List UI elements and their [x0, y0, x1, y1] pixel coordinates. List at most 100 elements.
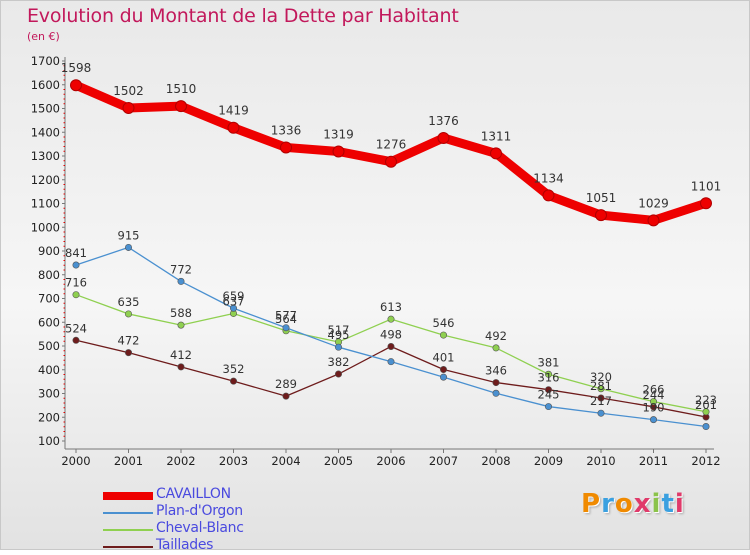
data-label: 588	[170, 306, 192, 320]
data-label: 635	[118, 295, 140, 309]
data-point	[544, 370, 552, 378]
x-tick-label: 2009	[534, 454, 563, 468]
data-label: 1134	[533, 171, 564, 185]
y-tick-label: 800	[38, 268, 60, 282]
data-point	[597, 409, 605, 417]
y-tick-label: 1500	[31, 102, 60, 116]
data-point	[542, 189, 555, 202]
data-label: 1598	[61, 61, 92, 75]
data-label: 245	[538, 388, 560, 402]
data-label: 1419	[218, 104, 249, 118]
legend-item: Plan-d'Orgon	[103, 503, 343, 521]
data-point	[177, 363, 185, 371]
x-tick-label: 2001	[114, 454, 143, 468]
y-tick-label: 1600	[31, 78, 60, 92]
data-label: 352	[223, 362, 245, 376]
data-label: 281	[590, 379, 612, 393]
data-point	[282, 392, 290, 400]
data-label: 289	[275, 377, 297, 391]
data-label: 472	[118, 334, 140, 348]
logo-letter: P	[581, 489, 602, 519]
data-point	[492, 379, 500, 387]
data-point	[647, 214, 660, 227]
data-point	[492, 344, 500, 352]
data-point	[125, 349, 133, 357]
x-tick-label: 2004	[271, 454, 300, 468]
data-point	[230, 377, 238, 385]
data-point	[649, 416, 657, 424]
data-point	[649, 398, 657, 406]
y-tick-label: 900	[38, 244, 60, 258]
data-point	[125, 310, 133, 318]
data-point	[597, 394, 605, 402]
data-point	[177, 321, 185, 329]
data-point	[282, 324, 290, 332]
data-label: 915	[118, 228, 140, 242]
data-label: 1101	[691, 179, 722, 193]
legend-swatch	[103, 512, 153, 514]
data-point	[230, 304, 238, 312]
data-label: 1029	[638, 196, 669, 210]
x-tick-label: 2002	[166, 454, 195, 468]
legend-label: Cheval-Blanc	[156, 520, 244, 536]
legend-swatch	[103, 546, 153, 548]
y-tick-label: 1100	[31, 197, 60, 211]
x-tick-label: 2003	[219, 454, 248, 468]
data-point	[387, 342, 395, 350]
data-label: 217	[590, 394, 612, 408]
data-point	[700, 197, 712, 210]
data-point	[70, 79, 82, 92]
data-label: 1319	[323, 127, 354, 141]
data-point	[280, 141, 292, 154]
data-label: 498	[380, 327, 402, 341]
data-label: 841	[65, 246, 87, 260]
legend-label: Taillades	[156, 537, 214, 553]
data-point	[72, 291, 80, 299]
data-point	[437, 131, 450, 144]
data-point	[332, 145, 345, 158]
data-label: 1510	[166, 82, 197, 96]
y-tick-label: 1200	[31, 173, 60, 187]
legend-label: CAVAILLON	[156, 486, 231, 502]
data-label: 201	[695, 398, 717, 412]
data-label: 223	[695, 393, 717, 407]
data-label: 382	[328, 355, 350, 369]
y-tick-label: 200	[38, 410, 60, 424]
data-point	[385, 155, 397, 168]
data-label: 381	[538, 355, 560, 369]
legend-item: CAVAILLON	[103, 486, 343, 504]
data-point	[439, 373, 447, 381]
x-tick-label: 2005	[324, 454, 353, 468]
data-label: 577	[275, 309, 297, 323]
data-point	[702, 408, 710, 416]
data-label: 716	[65, 276, 87, 290]
data-label: 1051	[586, 191, 617, 205]
logo-letter: i	[674, 489, 685, 519]
data-point	[490, 147, 502, 160]
data-point	[72, 336, 80, 344]
logo-letter: o	[614, 489, 634, 519]
y-tick-label: 400	[38, 363, 60, 377]
chart-title: Evolution du Montant de la Dette par Hab…	[27, 5, 459, 27]
data-label: 564	[275, 312, 297, 326]
x-tick-label: 2011	[639, 454, 668, 468]
y-tick-label: 600	[38, 315, 60, 329]
data-label: 613	[380, 300, 402, 314]
data-label: 1311	[481, 129, 512, 143]
data-label: 190	[643, 401, 665, 415]
data-point	[387, 358, 395, 366]
legend-item: Taillades	[103, 537, 343, 555]
data-point	[177, 277, 185, 285]
x-tick-label: 2010	[586, 454, 615, 468]
data-point	[597, 385, 605, 393]
data-label: 1502	[113, 84, 144, 98]
data-label: 517	[328, 323, 350, 337]
y-tick-label: 100	[38, 434, 60, 448]
legend: CAVAILLON Plan-d'Orgon Cheval-Blanc Taillad…	[103, 486, 343, 555]
y-tick-label: 1700	[31, 54, 60, 68]
data-point	[595, 209, 607, 222]
proxiti-logo: Proxiti	[581, 489, 685, 519]
data-point	[544, 403, 552, 411]
data-label: 412	[170, 348, 192, 362]
